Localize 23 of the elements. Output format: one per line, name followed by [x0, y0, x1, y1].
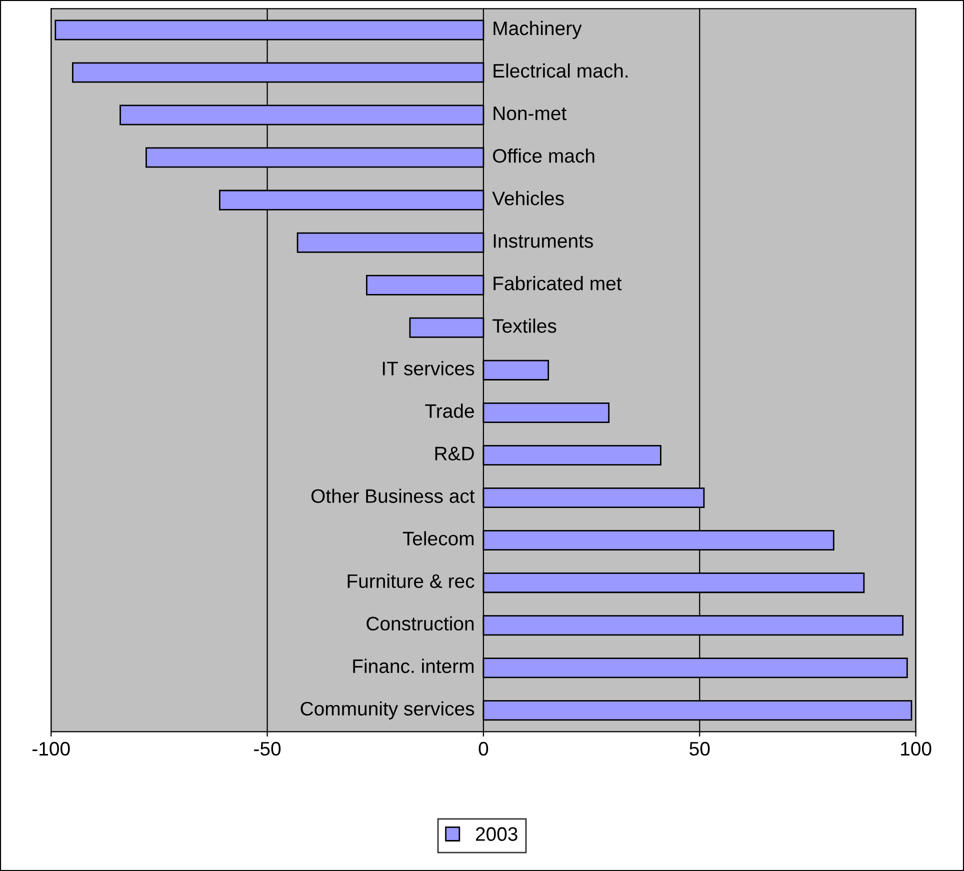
y-tick-label: Financ. interm: [353, 658, 474, 674]
y-tick-label: Fabricated met: [494, 276, 622, 290]
x-tick-label: 0: [478, 742, 488, 756]
y-tick-label: Construction: [366, 616, 474, 631]
y-tick-label: Community services: [300, 701, 474, 720]
y-tick-label: Trade: [425, 404, 474, 418]
y-tick-label: IT services: [382, 361, 474, 376]
x-tick-label: -50: [254, 742, 281, 756]
x-tick-label: 50: [690, 742, 710, 756]
x-tick-label: 100: [901, 742, 932, 756]
x-tick-label: -100: [32, 742, 70, 756]
y-tick-label: Machinery: [494, 20, 582, 40]
y-tick-label: Furniture & rec: [348, 574, 474, 588]
y-tick-label: Vehicles: [492, 191, 564, 206]
legend-label: 2003: [476, 827, 518, 841]
y-tick-label: R&D: [435, 446, 474, 460]
y-tick-label: Instruments: [494, 234, 593, 248]
y-tick-label: Office mach: [493, 148, 594, 163]
y-tick-label: Non-met: [494, 106, 567, 120]
y-tick-label: Other Business act: [311, 488, 475, 503]
y-tick-label: Textiles: [492, 318, 556, 333]
y-tick-label: Electrical mach.: [494, 63, 628, 78]
y-tick-label: Telecom: [402, 531, 474, 546]
